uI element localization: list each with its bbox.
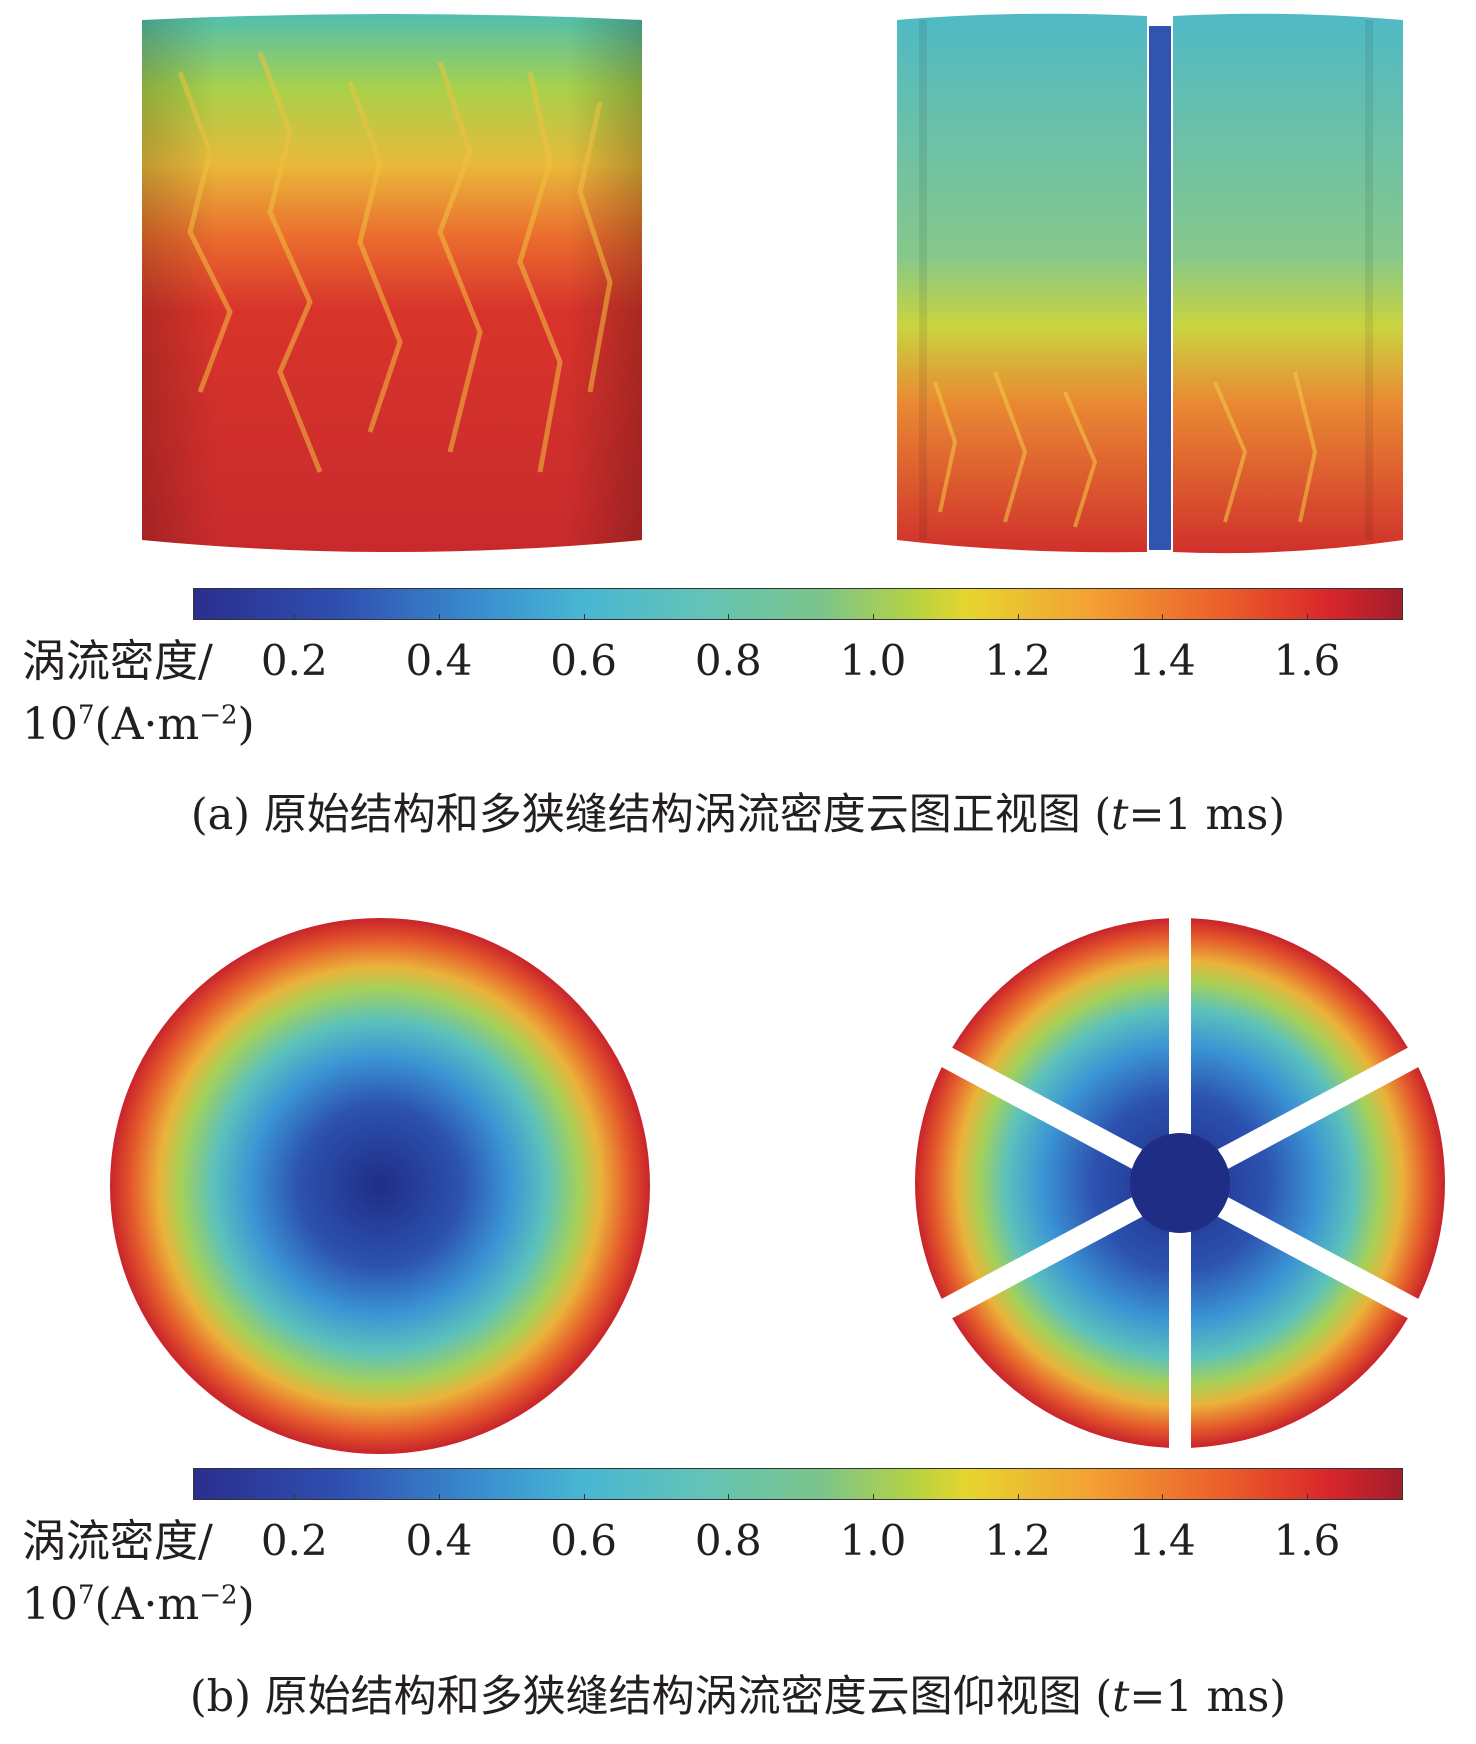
colorbar-tick-label: 1.4 bbox=[1128, 636, 1196, 685]
colorbar-tick bbox=[728, 614, 730, 619]
colorbar-a-title: 涡流密度/ bbox=[22, 636, 213, 687]
colorbar-tick bbox=[438, 614, 440, 619]
colorbar-tick-label: 0.2 bbox=[260, 636, 328, 685]
colorbar-tick bbox=[1017, 1494, 1019, 1499]
slotted-disc-bottom-view bbox=[905, 905, 1455, 1460]
colorbar-tick-label: 0.4 bbox=[405, 636, 473, 685]
original-cylinder-front-view bbox=[140, 12, 645, 560]
colorbar-tick-label: 1.2 bbox=[984, 636, 1052, 685]
colorbar-tick bbox=[1306, 1494, 1308, 1499]
colorbar-tick bbox=[1162, 614, 1164, 619]
colorbar-tick bbox=[728, 1494, 730, 1499]
colorbar-tick-label: 0.8 bbox=[694, 636, 762, 685]
colorbar-a bbox=[193, 588, 1403, 620]
colorbar-tick-label: 0.2 bbox=[260, 1516, 328, 1565]
original-disc-bottom-view bbox=[105, 912, 655, 1460]
caption-a: (a) 原始结构和多狭缝结构涡流密度云图正视图 (t=1 ms) bbox=[190, 790, 1286, 840]
colorbar-tick-label: 1.6 bbox=[1273, 636, 1341, 685]
colorbar-b bbox=[193, 1468, 1403, 1500]
colorbar-tick bbox=[872, 614, 874, 619]
colorbar-tick-label: 1.6 bbox=[1273, 1516, 1341, 1565]
colorbar-b-unit: 107(A·m−2) bbox=[22, 1579, 255, 1630]
colorbar-tick-label: 1.0 bbox=[839, 1516, 907, 1565]
colorbar-tick bbox=[1306, 614, 1308, 619]
caption-b: (b) 原始结构和多狭缝结构涡流密度云图仰视图 (t=1 ms) bbox=[189, 1672, 1287, 1722]
colorbar-tick-label: 1.2 bbox=[984, 1516, 1052, 1565]
slit bbox=[1149, 26, 1171, 550]
colorbar-tick bbox=[583, 1494, 585, 1499]
colorbar-tick bbox=[294, 614, 296, 619]
colorbar-tick bbox=[1017, 614, 1019, 619]
slotted-cylinder-front-view bbox=[895, 12, 1405, 560]
colorbar-tick-label: 0.8 bbox=[694, 1516, 762, 1565]
colorbar-tick-label: 1.0 bbox=[839, 636, 907, 685]
colorbar-a-unit: 107(A·m−2) bbox=[22, 699, 255, 750]
colorbar-b-title: 涡流密度/ bbox=[22, 1516, 213, 1567]
colorbar-tick bbox=[872, 1494, 874, 1499]
colorbar-tick bbox=[1162, 1494, 1164, 1499]
colorbar-tick bbox=[438, 1494, 440, 1499]
colorbar-tick-label: 0.4 bbox=[405, 1516, 473, 1565]
colorbar-tick-label: 1.4 bbox=[1128, 1516, 1196, 1565]
colorbar-tick-label: 0.6 bbox=[550, 1516, 618, 1565]
colorbar-tick-label: 0.6 bbox=[550, 636, 618, 685]
colorbar-tick bbox=[294, 1494, 296, 1499]
colorbar-tick bbox=[583, 614, 585, 619]
